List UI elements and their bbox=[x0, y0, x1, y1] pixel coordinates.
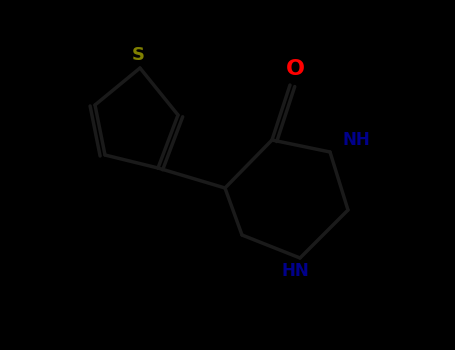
Text: S: S bbox=[131, 46, 145, 64]
Text: O: O bbox=[285, 59, 304, 79]
Text: HN: HN bbox=[281, 262, 309, 280]
Text: NH: NH bbox=[342, 131, 370, 149]
